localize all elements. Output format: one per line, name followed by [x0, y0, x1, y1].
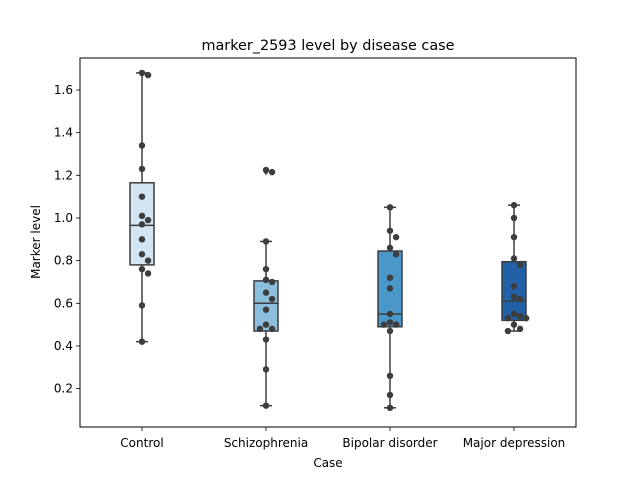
data-point — [262, 366, 270, 373]
y-tick-label: 1.2 — [54, 168, 73, 182]
data-point — [510, 321, 518, 328]
y-axis-label: Marker level — [29, 205, 43, 279]
data-point — [392, 321, 400, 328]
data-point — [268, 295, 276, 303]
y-axis: 0.2 0.4 0.6 0.8 1.0 1.2 1.4 1.6 — [54, 83, 80, 396]
swarm-points-1 — [138, 69, 152, 345]
data-point — [262, 336, 270, 343]
data-point — [516, 325, 524, 333]
x-tick-label: Schizophrenia — [224, 436, 308, 450]
data-point — [386, 244, 394, 252]
data-point — [144, 216, 152, 224]
data-point — [386, 274, 394, 281]
data-point — [516, 312, 524, 320]
data-point — [262, 289, 270, 296]
data-point — [504, 327, 512, 335]
data-point — [380, 321, 388, 328]
swarm-points-4 — [504, 201, 530, 335]
y-tick-label: 0.4 — [54, 339, 73, 353]
data-point — [138, 338, 146, 345]
data-point — [386, 285, 394, 292]
x-tick-label: Bipolar disorder — [342, 436, 437, 450]
data-point — [510, 255, 518, 262]
data-point — [510, 283, 518, 290]
data-point — [516, 295, 524, 303]
x-axis: Control Schizophrenia Bipolar disorder Majo… — [120, 427, 565, 450]
x-tick-label: Major depression — [463, 436, 566, 450]
data-point — [262, 166, 270, 174]
data-point — [262, 402, 270, 409]
data-point — [138, 212, 146, 220]
data-point — [386, 404, 394, 412]
y-tick-label: 0.8 — [54, 254, 73, 268]
data-point — [256, 325, 264, 333]
data-point — [268, 168, 276, 176]
swarm-points-2 — [256, 166, 276, 409]
data-point — [138, 142, 146, 149]
y-tick-label: 1.0 — [54, 211, 73, 225]
data-point — [138, 265, 146, 273]
data-point — [138, 69, 146, 77]
data-point — [386, 310, 394, 318]
plot-area — [129, 69, 530, 412]
data-point — [138, 165, 146, 173]
data-point — [138, 221, 146, 228]
y-tick-label: 1.4 — [54, 126, 73, 140]
data-point — [262, 265, 270, 273]
data-point — [522, 315, 530, 322]
data-point — [144, 270, 152, 277]
data-point — [386, 204, 394, 211]
data-point — [262, 276, 270, 284]
data-point — [268, 278, 276, 286]
data-point — [510, 310, 518, 318]
data-point — [392, 233, 400, 241]
y-tick-label: 1.6 — [54, 83, 73, 97]
y-tick-label: 0.2 — [54, 382, 73, 396]
data-point — [144, 257, 152, 264]
data-point — [144, 71, 152, 79]
data-point — [392, 251, 400, 258]
data-point — [510, 201, 518, 209]
y-tick-label: 0.6 — [54, 296, 73, 310]
data-point — [268, 325, 276, 333]
data-point — [138, 193, 146, 200]
data-point — [138, 302, 146, 309]
data-point — [386, 319, 394, 326]
data-point — [510, 293, 518, 301]
data-point — [262, 321, 270, 328]
data-point — [386, 227, 394, 234]
data-point — [262, 238, 270, 245]
plot-frame — [79, 57, 577, 428]
data-point — [262, 306, 270, 313]
x-axis-label: Case — [313, 456, 342, 470]
data-point — [138, 236, 146, 243]
box-group-1 — [129, 72, 155, 343]
data-point — [510, 233, 518, 241]
swarm-points-3 — [380, 204, 400, 412]
data-point — [386, 327, 394, 335]
data-point — [516, 261, 524, 269]
data-point — [386, 372, 394, 380]
data-point — [138, 251, 146, 258]
data-point — [504, 315, 512, 322]
x-tick-label: Control — [120, 436, 163, 450]
box-group-2 — [253, 166, 279, 407]
data-point — [510, 214, 518, 222]
data-point — [386, 391, 394, 399]
chart-title: marker_2593 level by disease case — [201, 38, 454, 54]
box — [253, 280, 279, 332]
